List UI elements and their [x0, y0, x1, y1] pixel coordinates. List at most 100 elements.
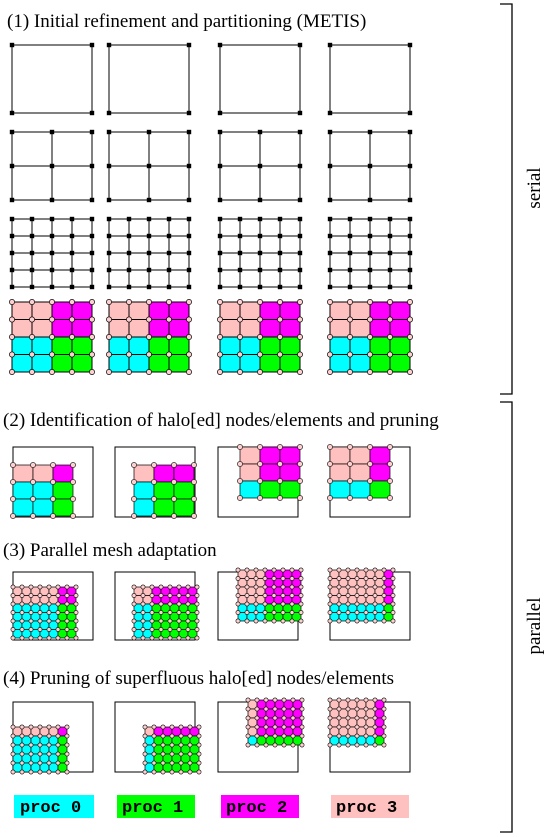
mesh-node: [257, 369, 263, 375]
mesh-node: [146, 284, 152, 290]
mesh-node: [140, 627, 146, 632]
mesh-cell: [389, 301, 411, 320]
mesh-node: [237, 478, 243, 484]
mesh-node: [46, 593, 52, 598]
mesh-node: [166, 233, 172, 239]
mesh-node: [336, 697, 342, 703]
mesh-node: [381, 567, 387, 573]
mesh-cell: [11, 301, 33, 320]
mesh-node: [354, 601, 360, 607]
mesh-node: [297, 495, 303, 501]
mesh-node: [363, 618, 369, 624]
mesh-node: [106, 216, 112, 222]
mesh-node: [89, 197, 95, 203]
step2-proc-2: [217, 444, 303, 518]
mesh-border: [219, 44, 301, 114]
mesh-node: [10, 584, 16, 590]
mesh-node: [281, 706, 287, 712]
mesh-node: [217, 267, 223, 273]
serial-mesh-level-2-proc-2: [217, 216, 303, 290]
mesh-node: [149, 618, 155, 624]
mesh-node: [354, 715, 360, 721]
mesh-node: [55, 635, 61, 641]
mesh-node: [151, 513, 157, 519]
mesh-node: [186, 233, 192, 239]
mesh-node: [347, 233, 353, 239]
mesh-cell: [259, 463, 281, 482]
mesh-node: [37, 742, 43, 748]
mesh-node: [69, 284, 75, 290]
mesh-node: [89, 233, 95, 239]
mesh-node: [146, 267, 152, 273]
mesh-node: [289, 601, 295, 607]
serial-mesh-level-0-proc-1: [106, 42, 192, 116]
mesh-node: [37, 769, 43, 775]
mesh-node: [28, 593, 34, 598]
mesh-node: [327, 42, 333, 48]
mesh-cell: [11, 319, 33, 338]
mesh-node: [186, 351, 192, 358]
mesh-node: [151, 733, 157, 739]
mesh-node: [254, 742, 260, 748]
mesh-node: [345, 724, 351, 730]
mesh-node: [10, 742, 16, 748]
mesh-node: [9, 369, 15, 375]
mesh-node: [126, 316, 132, 323]
mesh-node: [327, 299, 333, 305]
mesh-cell: [259, 336, 281, 355]
mesh-node: [345, 742, 351, 748]
mesh-node: [271, 567, 277, 573]
mesh-node: [272, 724, 278, 730]
mesh-cell: [239, 446, 261, 465]
mesh-node: [277, 334, 283, 340]
mesh-node: [151, 742, 157, 748]
mesh-node: [55, 769, 61, 775]
mesh-node: [151, 751, 157, 757]
serial-mesh-level-3-proc-0: [9, 299, 95, 375]
mesh-node: [217, 299, 223, 305]
mesh-node: [9, 299, 15, 305]
mesh-node: [217, 334, 223, 340]
mesh-node: [140, 618, 146, 624]
mesh-node: [387, 461, 393, 467]
mesh-node: [149, 627, 155, 632]
mesh-node: [186, 163, 192, 169]
mesh-node: [217, 163, 223, 169]
mesh-node: [237, 444, 243, 450]
mesh-node: [354, 567, 360, 573]
mesh-node: [142, 751, 148, 757]
mesh-node: [186, 129, 192, 135]
mesh-cell: [148, 336, 170, 355]
mesh-node: [69, 233, 75, 239]
mesh-node: [347, 284, 353, 290]
mesh-node: [196, 760, 202, 766]
mesh-node: [336, 576, 342, 581]
mesh-cell: [11, 354, 33, 373]
mesh-node: [235, 618, 241, 624]
mesh-node: [298, 584, 304, 590]
mesh-cell: [189, 762, 200, 773]
mesh-node: [55, 584, 61, 590]
mesh-node: [254, 706, 260, 712]
mesh-node: [297, 478, 303, 484]
mesh-node: [106, 316, 112, 323]
mesh-node: [235, 567, 241, 573]
mesh-node: [166, 267, 172, 273]
mesh-node: [194, 610, 200, 615]
mesh-node: [9, 250, 15, 256]
mesh-node: [290, 715, 296, 721]
mesh-node: [277, 478, 283, 484]
mesh-node: [381, 584, 387, 590]
mesh-node: [354, 618, 360, 624]
mesh-node: [28, 627, 34, 632]
mesh-cell: [329, 336, 351, 355]
mesh-cell: [369, 301, 391, 320]
serial-label: serial: [524, 167, 544, 208]
mesh-node: [187, 751, 193, 757]
mesh-node: [367, 250, 373, 256]
mesh-node: [262, 567, 268, 573]
mesh-cell: [239, 319, 261, 338]
mesh-node: [372, 742, 378, 748]
mesh-node: [176, 593, 182, 598]
mesh-node: [253, 610, 259, 615]
